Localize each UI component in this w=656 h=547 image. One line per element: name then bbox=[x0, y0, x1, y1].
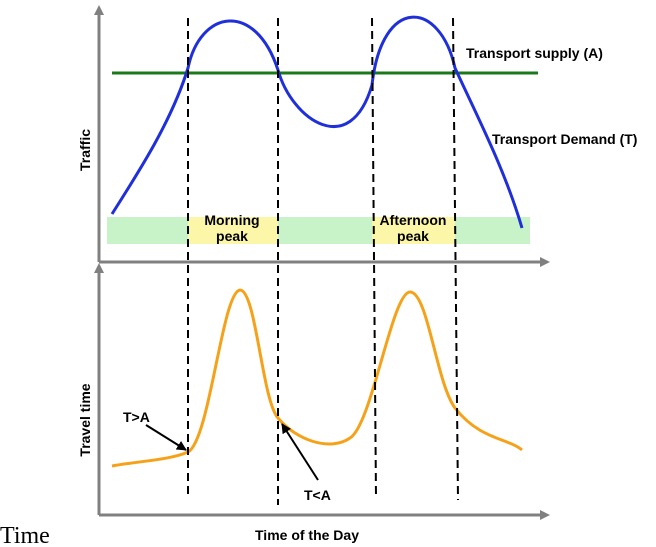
traffic-axis-label: Traffic bbox=[77, 129, 93, 171]
morning-peak-label-line1: Morning bbox=[204, 212, 259, 228]
t-less-a-arrow bbox=[281, 423, 319, 481]
time-of-day-axis-label: Time of the Day bbox=[255, 527, 359, 543]
transport-supply-label: Transport supply (A) bbox=[466, 45, 603, 61]
morning-peak-label-line2: peak bbox=[216, 228, 248, 244]
travel-time-axis-label: Travel time bbox=[77, 383, 93, 456]
caption-text: Time bbox=[0, 523, 50, 547]
travel-time-curve bbox=[111, 288, 523, 468]
afternoon-peak-band bbox=[372, 217, 455, 244]
t-less-a-label: T<A bbox=[304, 487, 331, 503]
afternoon-end-guide bbox=[452, 17, 459, 501]
afternoon-peak-label-line1: Afternoon bbox=[380, 212, 447, 228]
afternoon-start-guide bbox=[371, 17, 377, 499]
offpeak-band bbox=[107, 217, 530, 244]
afternoon-peak-label-line2: peak bbox=[397, 228, 429, 244]
t-greater-a-label: T>A bbox=[123, 409, 150, 425]
t-greater-a-arrow bbox=[145, 424, 187, 451]
morning-peak-band bbox=[188, 217, 278, 244]
transport-demand-label: Transport Demand (T) bbox=[492, 131, 637, 147]
demand-curve bbox=[110, 15, 524, 229]
